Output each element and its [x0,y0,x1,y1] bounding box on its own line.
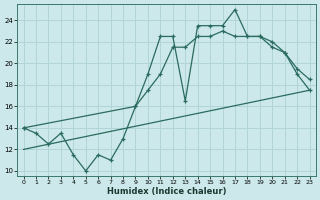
X-axis label: Humidex (Indice chaleur): Humidex (Indice chaleur) [107,187,226,196]
